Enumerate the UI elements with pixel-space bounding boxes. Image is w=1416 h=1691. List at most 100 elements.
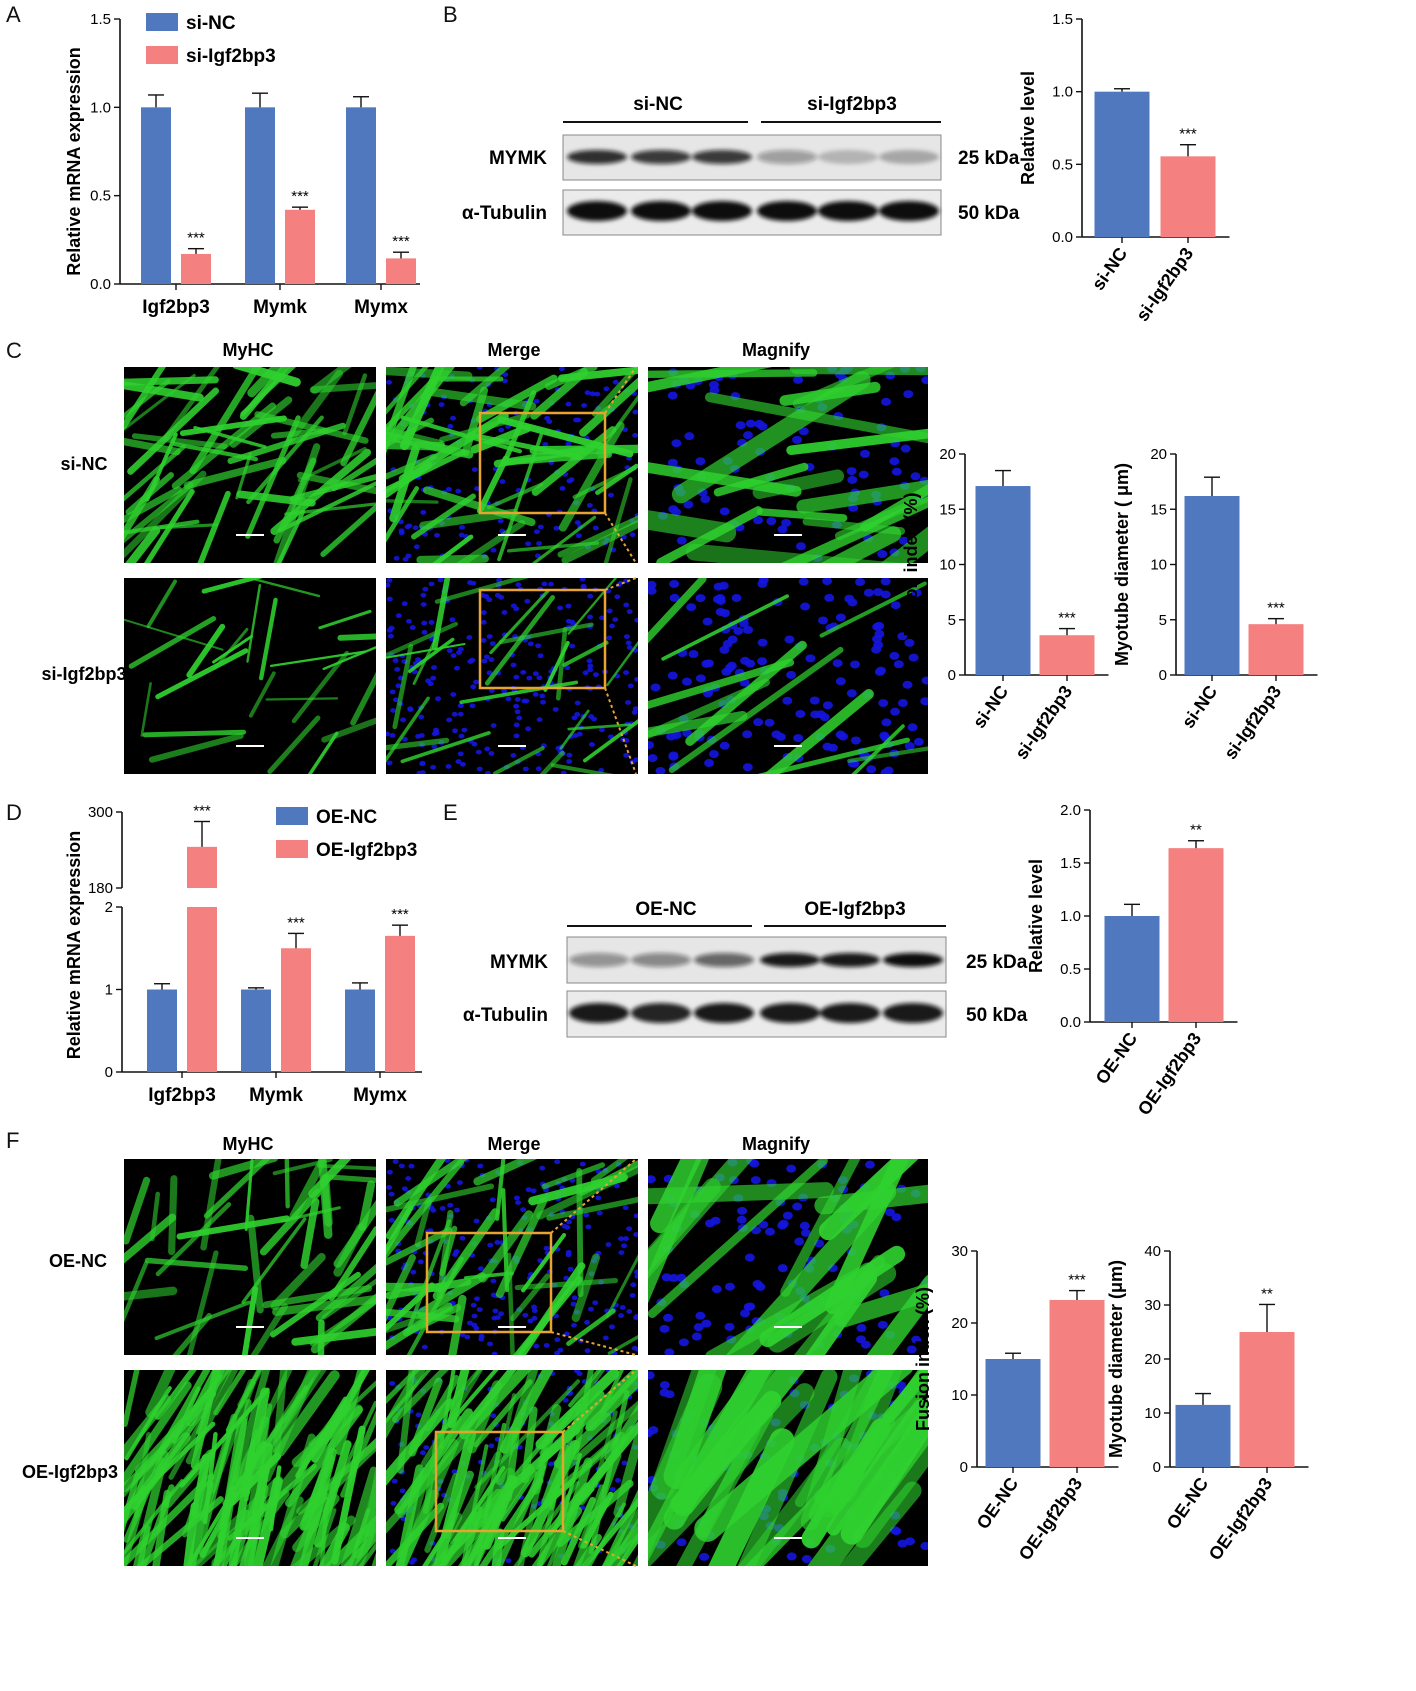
myotube — [292, 1494, 340, 1553]
y-tick-label: 0 — [1159, 667, 1167, 684]
y-tick-label: 10 — [951, 1387, 968, 1404]
myotube — [290, 1489, 328, 1566]
nucleus — [736, 1215, 747, 1224]
myotube — [561, 519, 638, 563]
nucleus — [531, 1304, 538, 1310]
nucleus — [742, 431, 753, 440]
bar — [1094, 91, 1150, 238]
myotube — [386, 1277, 472, 1300]
blot-e-mymk-membrane — [566, 936, 947, 984]
y-tick-label: 1.0 — [90, 99, 111, 116]
nucleus — [401, 601, 408, 607]
nucleus — [388, 625, 395, 631]
nucleus — [682, 729, 693, 738]
x-tick-label: Igf2bp3 — [148, 1085, 216, 1106]
nucleus — [864, 1160, 875, 1169]
nucleus — [614, 594, 621, 600]
nucleus — [546, 419, 553, 424]
blot-band — [692, 201, 752, 221]
myotube — [397, 1414, 462, 1519]
nucleus — [727, 635, 738, 644]
panel-letter-b: B — [443, 2, 458, 27]
nucleus — [558, 367, 565, 372]
nucleus — [390, 1500, 397, 1506]
bar — [285, 209, 315, 284]
nucleus — [564, 665, 571, 671]
nucleus — [513, 733, 520, 739]
x-tick-label: OE-NC — [973, 1474, 1023, 1533]
nucleus — [522, 1312, 529, 1318]
myotube — [853, 1433, 928, 1549]
bar — [975, 486, 1031, 675]
nucleus — [599, 615, 606, 621]
nucleus — [487, 1242, 494, 1248]
zoom-frame-c-sinc-connector-bottom — [604, 512, 637, 564]
nucleus — [565, 441, 572, 447]
nucleus — [866, 765, 877, 774]
myotube — [756, 508, 848, 522]
myotube — [493, 746, 545, 774]
nucleus — [594, 391, 601, 397]
nucleus — [408, 1559, 415, 1565]
myotube — [270, 1253, 326, 1310]
nucleus — [626, 1226, 633, 1232]
myotube — [315, 1263, 376, 1322]
nucleus — [386, 731, 390, 737]
bar — [181, 253, 211, 284]
nucleus — [587, 614, 594, 620]
nucleus — [695, 594, 706, 603]
blot-b-size-tubulin: 50 kDa — [958, 203, 1020, 224]
nucleus — [395, 613, 402, 619]
nucleus — [557, 605, 564, 611]
nucleus — [392, 697, 399, 703]
y-axis-label: Myotube diameter ( μm) — [1112, 463, 1132, 666]
y-tick-label: 10 — [939, 557, 956, 574]
myotube — [386, 1370, 426, 1439]
nucleus — [740, 1309, 751, 1318]
myotube — [124, 1176, 151, 1245]
nucleus — [724, 1322, 735, 1331]
nucleus — [536, 717, 543, 723]
myotube — [509, 1425, 581, 1490]
nucleus — [881, 397, 892, 406]
y-axis-label: Relative mRNA expression — [64, 831, 84, 1059]
myotube — [247, 1214, 264, 1314]
y-tick-label: 0.0 — [90, 276, 111, 293]
nucleus — [684, 432, 695, 441]
bar-upper-segment — [187, 846, 217, 888]
nucleus — [835, 613, 846, 622]
myotube — [705, 1262, 875, 1355]
nucleus — [445, 1183, 452, 1189]
nucleus — [908, 653, 919, 662]
nucleus — [742, 730, 753, 739]
bar — [1239, 1332, 1295, 1467]
myotube — [407, 637, 455, 674]
nucleus — [743, 625, 754, 634]
nucleus — [570, 1322, 577, 1328]
nucleus — [782, 1211, 793, 1220]
y-tick-label: 1.5 — [1060, 855, 1081, 872]
nucleus — [798, 578, 809, 586]
nucleus — [515, 582, 522, 588]
micro-c-col-merge: Merge — [487, 340, 540, 360]
nucleus — [835, 730, 846, 739]
nucleus — [450, 692, 457, 697]
myotube — [392, 1370, 449, 1423]
nucleus — [543, 1343, 550, 1348]
nucleus — [668, 505, 679, 514]
nucleus — [708, 750, 719, 759]
nucleus — [386, 379, 393, 385]
myotube — [398, 1473, 430, 1563]
nucleus — [632, 409, 638, 415]
nucleus — [592, 525, 599, 531]
nucleus — [392, 658, 399, 663]
nucleus — [386, 1169, 393, 1175]
nucleus — [447, 423, 454, 429]
nucleus — [547, 1461, 554, 1467]
nucleus — [742, 763, 753, 772]
myotube — [851, 724, 905, 774]
bar — [386, 258, 416, 284]
myotube — [208, 1159, 279, 1180]
nucleus — [438, 402, 445, 408]
nucleus — [667, 671, 678, 680]
